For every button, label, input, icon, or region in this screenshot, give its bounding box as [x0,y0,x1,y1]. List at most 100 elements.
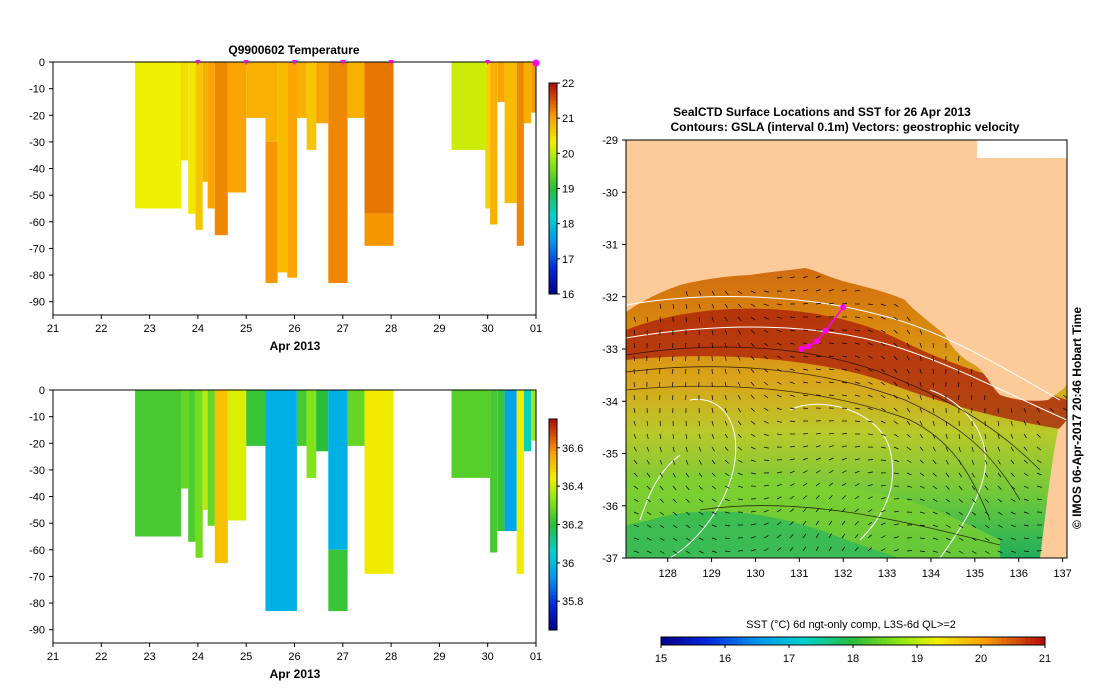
velocity-vector [671,381,674,387]
velocity-vector [971,394,973,401]
velocity-vector [776,471,782,474]
velocity-vector [1010,511,1016,515]
velocity-vector [789,407,795,410]
cast-bar [287,62,297,278]
no-data-area [977,140,1067,158]
x-tick-label: 29 [433,651,445,663]
velocity-vector [841,495,846,500]
velocity-vector [633,485,639,490]
colorbar-segment [549,121,557,126]
lon-tick-label: 137 [1053,568,1071,580]
velocity-vector [1036,420,1041,426]
velocity-vector [685,511,691,516]
colorbar-tick-label: 36.4 [562,481,583,493]
velocity-vector [970,368,973,374]
velocity-vector [880,497,886,500]
velocity-vector [737,290,743,295]
velocity-vector [1023,446,1028,452]
colorbar-segment [987,637,993,645]
velocity-vector [646,316,649,322]
colorbar-segment [977,637,984,645]
velocity-vector [867,355,873,359]
x-tick-label: 30 [482,323,494,335]
velocity-vector [633,537,639,540]
velocity-vector [685,433,688,439]
temperature-colorbar: 16 17 18 19 20 21 22 [548,78,574,301]
velocity-vector [971,472,975,478]
velocity-vector [646,433,649,439]
cast-bar [490,62,498,225]
velocity-vector [958,472,962,478]
colorbar-segment [910,637,916,645]
colorbar-segment [982,637,988,645]
velocity-vector [658,368,661,374]
x-tick-label: 01 [530,651,542,663]
cast-bar [316,390,329,452]
velocity-vector [893,433,899,437]
velocity-vector [711,303,715,309]
cast-bar [531,62,536,113]
velocity-vector [672,394,674,401]
cast-bar [188,390,196,542]
y-tick-label: -60 [29,217,45,229]
velocity-vector [776,355,782,359]
velocity-vector [984,511,990,516]
y-tick-label: -50 [29,190,45,202]
cast-bar [135,390,181,537]
velocity-vector [763,484,769,487]
cast-bar [328,62,348,283]
velocity-vector [958,524,964,529]
velocity-vector [711,394,713,401]
velocity-vector [919,511,925,514]
velocity-vector [893,316,899,321]
colorbar-segment [790,637,796,645]
salinity-casts [135,390,536,612]
contour-line [626,385,991,521]
velocity-vector [841,520,846,526]
velocity-vector [633,472,638,477]
contour-line [626,366,1021,501]
velocity-vector [828,381,834,384]
colorbar-segment [549,149,557,154]
colorbar-segment [958,637,964,645]
velocity-vector [906,394,910,400]
colorbar-segment [549,587,557,592]
velocity-vector [997,459,1001,465]
velocity-vector [802,533,807,539]
colorbar-tick-label: 20 [562,148,574,160]
velocity-vector [659,446,662,452]
map-subtitle: Contours: GSLA (interval 0.1m) Vectors: … [671,120,1020,134]
velocity-vector [906,342,910,348]
velocity-vector [893,407,898,412]
colorbar-segment [549,199,557,204]
contour-line [789,403,894,541]
velocity-vector [711,550,717,553]
x-tick-label: 27 [337,651,349,663]
colorbar-segment [747,637,753,645]
velocity-vector [919,368,922,374]
velocity-vector [841,445,847,448]
velocity-vector [737,303,742,308]
velocity-vector [658,381,661,388]
velocity-vector [698,290,702,296]
velocity-vector [867,459,874,461]
velocity-vector [828,470,834,474]
colorbar-segment [549,556,557,561]
colorbar-segment [997,637,1003,645]
velocity-vector [945,446,949,452]
velocity-vector [945,537,951,541]
velocity-vector [906,550,913,552]
velocity-vector [750,355,755,361]
colorbar-segment [680,637,686,645]
velocity-vector [659,524,665,529]
velocity-vector [1036,472,1042,476]
velocity-vector [893,329,898,334]
velocity-vector [841,407,848,409]
velocity-vector [776,342,782,346]
colorbar-segment [549,622,557,627]
velocity-vector [672,537,678,541]
colorbar-segment [1030,637,1036,645]
colorbar-segment [549,209,557,214]
velocity-vector [841,533,846,539]
colorbar-segment [549,244,557,249]
